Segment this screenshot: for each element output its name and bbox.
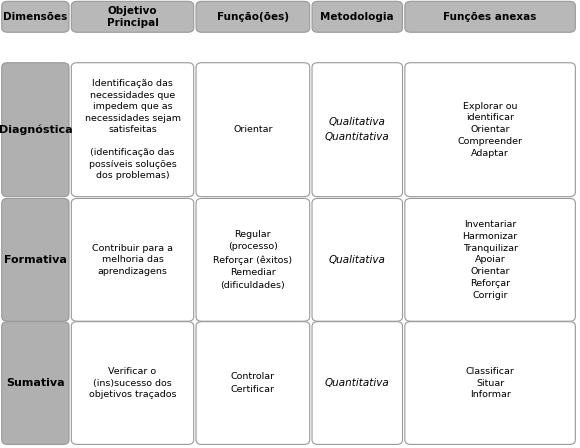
Text: Quantitativa: Quantitativa <box>325 378 390 388</box>
Text: Objetivo
Principal: Objetivo Principal <box>107 6 158 28</box>
FancyBboxPatch shape <box>405 63 575 197</box>
Text: Verificar o
(ins)sucesso dos
objetivos traçados: Verificar o (ins)sucesso dos objetivos t… <box>89 367 176 399</box>
Text: Qualitativa: Qualitativa <box>329 255 386 265</box>
Text: Formativa: Formativa <box>4 255 67 265</box>
FancyBboxPatch shape <box>71 322 194 444</box>
Text: Dimensões: Dimensões <box>3 12 67 22</box>
Text: Classificar
Situar
Informar: Classificar Situar Informar <box>466 367 514 399</box>
FancyBboxPatch shape <box>405 322 575 444</box>
FancyBboxPatch shape <box>196 1 310 32</box>
Text: Controlar
Certificar: Controlar Certificar <box>231 372 275 394</box>
FancyBboxPatch shape <box>196 63 310 197</box>
Text: Metodologia: Metodologia <box>321 12 394 22</box>
Text: Sumativa: Sumativa <box>6 378 65 388</box>
Text: Qualitativa
Quantitativa: Qualitativa Quantitativa <box>325 117 390 142</box>
Text: Funções anexas: Funções anexas <box>444 12 536 22</box>
Text: Função(ões): Função(ões) <box>217 12 289 22</box>
FancyBboxPatch shape <box>405 198 575 321</box>
Text: Inventariar
Harmonizar
Tranquilizar
Apoiar
Orientar
Reforçar
Corrigir: Inventariar Harmonizar Tranquilizar Apoi… <box>462 220 518 300</box>
FancyBboxPatch shape <box>71 63 194 197</box>
Text: Identificação das
necessidades que
impedem que as
necessidades sejam
satisfeitas: Identificação das necessidades que imped… <box>85 79 180 180</box>
FancyBboxPatch shape <box>2 63 69 197</box>
FancyBboxPatch shape <box>196 322 310 444</box>
FancyBboxPatch shape <box>312 63 403 197</box>
Text: Explorar ou
identificar
Orientar
Compreender
Adaptar: Explorar ou identificar Orientar Compree… <box>458 102 523 158</box>
Text: Diagnóstica: Diagnóstica <box>0 125 72 135</box>
FancyBboxPatch shape <box>71 198 194 321</box>
FancyBboxPatch shape <box>312 322 403 444</box>
FancyBboxPatch shape <box>2 322 69 444</box>
FancyBboxPatch shape <box>2 198 69 321</box>
FancyBboxPatch shape <box>2 1 69 32</box>
FancyBboxPatch shape <box>71 1 194 32</box>
FancyBboxPatch shape <box>405 1 575 32</box>
Text: Regular
(processo)
Reforçar (êxitos)
Remediar
(dificuldades): Regular (processo) Reforçar (êxitos) Rem… <box>213 230 292 290</box>
FancyBboxPatch shape <box>312 1 403 32</box>
FancyBboxPatch shape <box>196 198 310 321</box>
FancyBboxPatch shape <box>312 198 403 321</box>
Text: Orientar: Orientar <box>233 125 273 134</box>
Text: Contribuir para a
melhoria das
aprendizagens: Contribuir para a melhoria das aprendiza… <box>92 244 173 276</box>
